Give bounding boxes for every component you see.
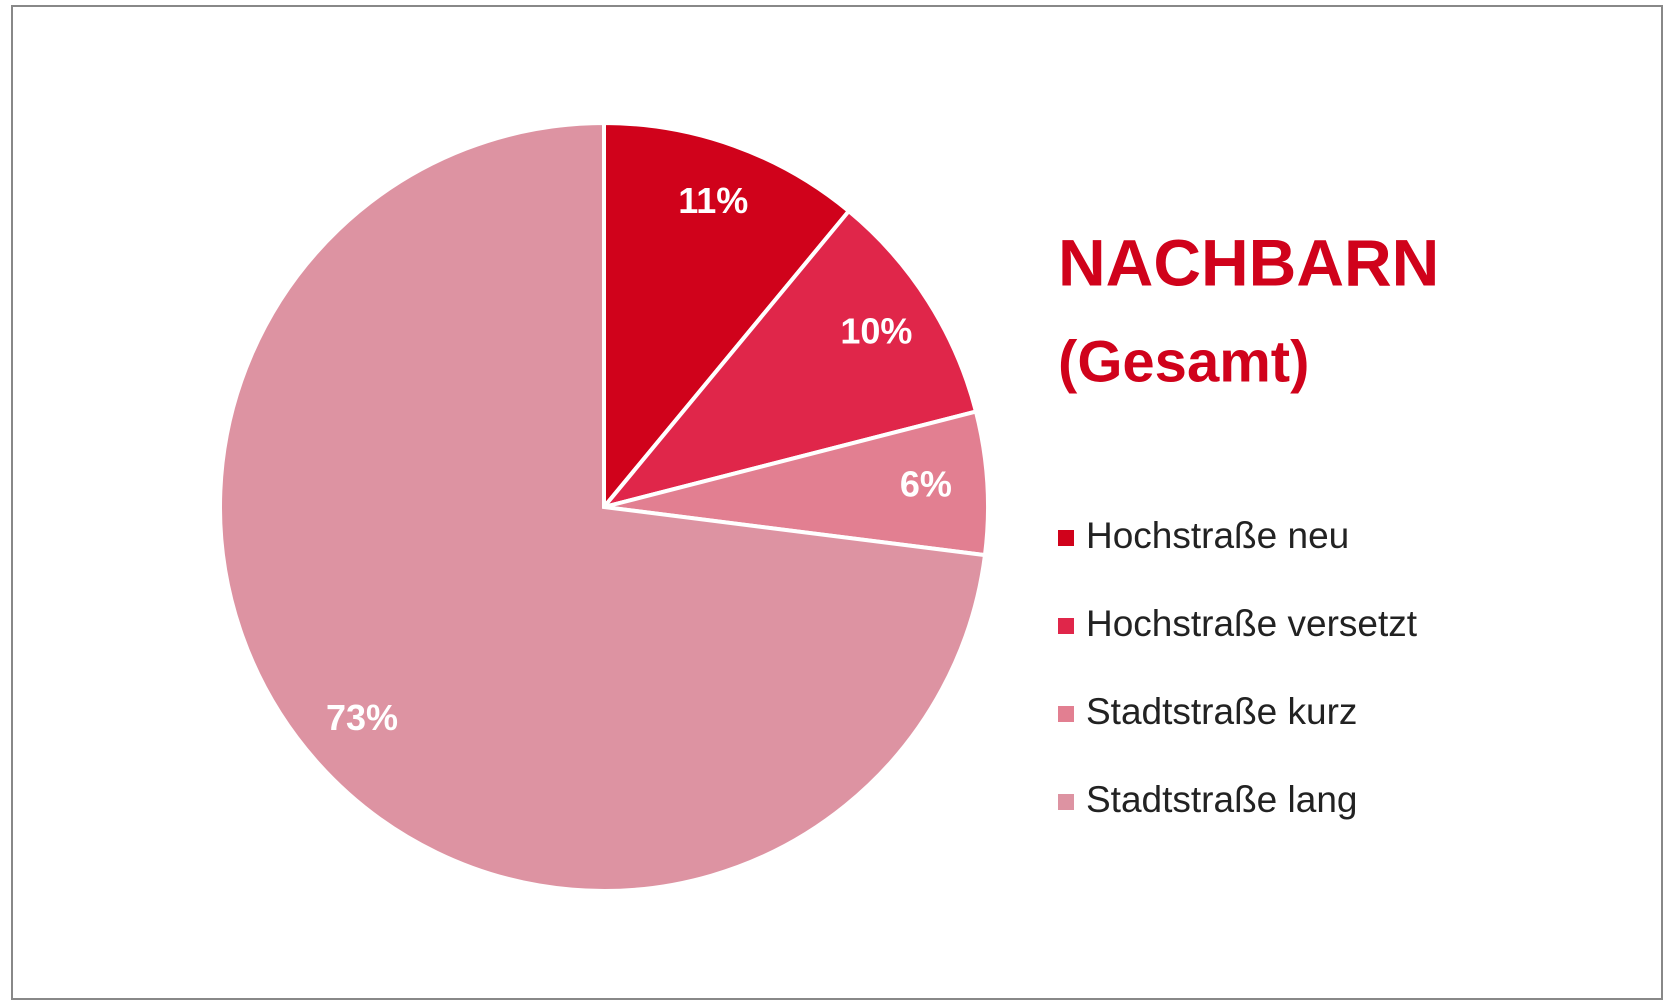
data-label: 73%: [326, 697, 398, 738]
legend-label: Stadtstraße lang: [1086, 779, 1357, 820]
chart-title: NACHBARN: [1058, 225, 1439, 299]
data-label: 11%: [678, 180, 748, 221]
legend-label: Stadtstraße kurz: [1086, 691, 1357, 732]
pie-slice: [603, 409, 990, 558]
legend-label: Hochstraße versetzt: [1086, 603, 1418, 644]
legend-swatch: [1058, 794, 1074, 810]
legend-label: Hochstraße neu: [1086, 515, 1349, 556]
legend-swatch: [1058, 618, 1074, 634]
legend-swatch: [1058, 530, 1074, 546]
chart-subtitle: (Gesamt): [1058, 329, 1309, 394]
pie-slice: [598, 208, 979, 511]
data-label: 6%: [900, 463, 952, 504]
pie-slice: [602, 120, 852, 513]
legend-swatch: [1058, 706, 1074, 722]
data-label: 10%: [840, 311, 912, 352]
pie-slice: [218, 120, 988, 893]
